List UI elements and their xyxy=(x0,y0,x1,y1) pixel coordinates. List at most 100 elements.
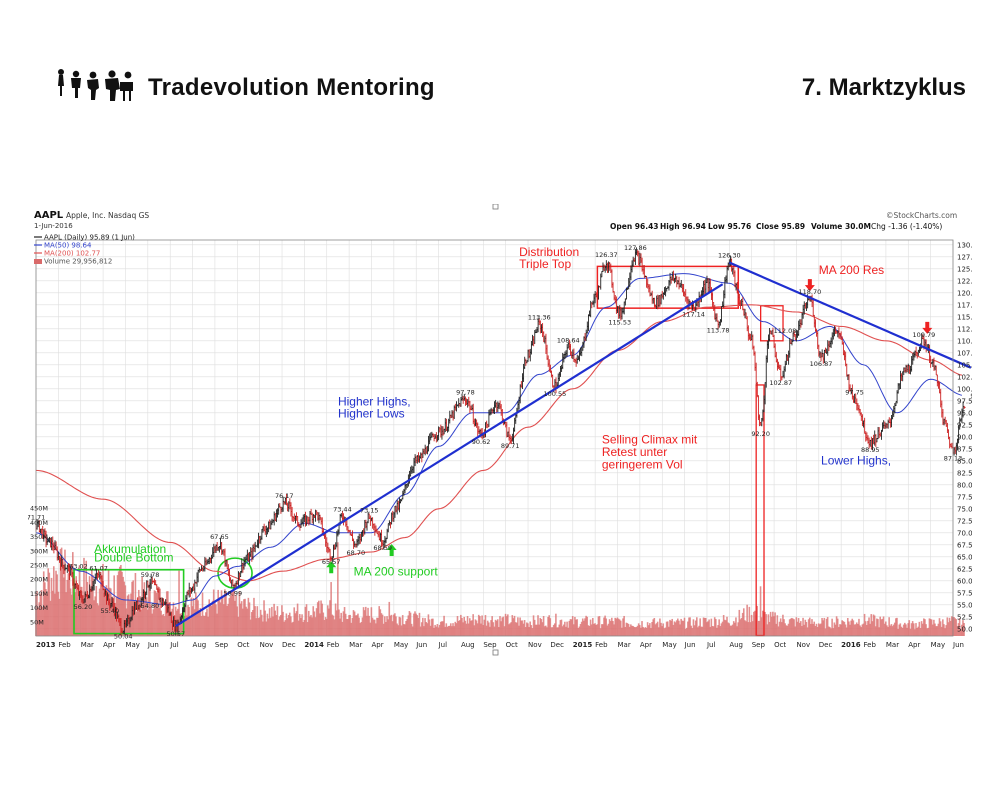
volume-bar xyxy=(426,623,429,636)
volume-bar xyxy=(577,628,580,636)
volume-bar xyxy=(882,616,885,636)
volume-bar xyxy=(484,615,487,636)
price-point-label: 87.13 xyxy=(944,455,963,463)
symbol-label: AAPL xyxy=(34,210,64,221)
volume-bar xyxy=(807,619,810,636)
volume-bar xyxy=(325,618,328,636)
legend-ma50: MA(50) 98.64 xyxy=(44,242,92,250)
volume-bar xyxy=(842,621,845,636)
volume-bar xyxy=(286,618,289,636)
volume-bar xyxy=(526,622,528,636)
volume-bar xyxy=(193,609,196,636)
volume-bar xyxy=(606,625,609,636)
y-tick-label: 62.5 xyxy=(957,565,972,573)
volume-bar xyxy=(114,602,117,636)
volume-bar xyxy=(775,623,778,636)
volume-bar xyxy=(907,623,909,636)
chart-legend: AAPL (Daily) 95.89 (1 Jun) MA(50) 98.64 … xyxy=(34,234,135,266)
volume-bar xyxy=(715,619,717,636)
volume-bar xyxy=(687,621,689,636)
volume-bar xyxy=(909,628,912,636)
price-point-label: 73.44 xyxy=(333,505,352,513)
volume-bar xyxy=(640,627,642,636)
volume-bar xyxy=(543,626,546,636)
volume-bar xyxy=(943,624,945,636)
volume-bar xyxy=(870,614,873,636)
volume-bar xyxy=(385,621,387,636)
volume-bar xyxy=(248,602,251,636)
volume-bar xyxy=(653,617,656,636)
volume-bar xyxy=(760,617,763,636)
volume-bar xyxy=(510,622,512,636)
price-point-label: 108.64 xyxy=(557,336,580,344)
volume-bar xyxy=(688,617,690,636)
volume-bar xyxy=(673,621,676,636)
volume-bar xyxy=(567,627,570,636)
volume-bar xyxy=(855,622,858,636)
volume-bar xyxy=(396,623,398,636)
volume-bar xyxy=(163,616,166,636)
volume-bar xyxy=(191,606,194,636)
volume-bar xyxy=(765,614,767,636)
volume-bar xyxy=(589,619,592,636)
volume-bar xyxy=(901,627,904,636)
volume-bar xyxy=(98,588,101,636)
price-point-label: 106.87 xyxy=(810,360,833,368)
volume-bar xyxy=(848,621,850,636)
volume-bar xyxy=(61,562,64,636)
y-tick-label: 105.0 xyxy=(957,361,972,369)
volume-bar xyxy=(441,621,443,636)
volume-bar xyxy=(797,618,800,636)
volume-bar xyxy=(831,618,833,636)
volume-bar xyxy=(872,614,875,636)
volume-bar xyxy=(118,566,121,636)
volume-bar xyxy=(945,625,947,636)
volume-bar xyxy=(305,604,308,636)
volume-bar xyxy=(654,624,657,636)
volume-bar xyxy=(660,622,662,636)
volume-bar xyxy=(272,616,274,636)
volume-bar xyxy=(364,606,367,636)
volume-bar xyxy=(52,566,55,636)
volume-bar xyxy=(37,607,39,636)
volume-bar xyxy=(64,549,66,636)
volume-bar xyxy=(268,608,271,636)
volume-bar xyxy=(83,557,85,636)
volume-bar xyxy=(827,626,830,636)
volume-bar xyxy=(690,625,693,636)
volume-bar xyxy=(578,626,581,636)
volume-bar xyxy=(413,613,415,636)
volume-bar xyxy=(626,623,629,636)
volume-bar xyxy=(352,610,355,636)
price-point-label: 68.70 xyxy=(347,549,366,557)
volume-bar xyxy=(720,623,723,636)
volume-bar xyxy=(489,626,491,636)
volume-bar xyxy=(267,618,270,636)
x-tick-label: Jun xyxy=(952,641,964,649)
volume-bar xyxy=(389,615,392,636)
volume-bar xyxy=(96,603,99,636)
volume-bar xyxy=(586,616,589,636)
price-point-label: 54.80 xyxy=(141,602,160,610)
volume-bar xyxy=(180,613,183,636)
volume-bar xyxy=(927,627,930,636)
volume-bar xyxy=(867,620,869,636)
volume-bar xyxy=(939,621,942,636)
x-tick-label: Feb xyxy=(864,641,877,649)
x-tick-label: Dec xyxy=(550,641,564,649)
volume-bar xyxy=(843,621,846,636)
volume-bar xyxy=(247,597,250,636)
volume-bar xyxy=(621,627,623,636)
volume-bar xyxy=(896,617,898,636)
volume-bar xyxy=(850,620,852,636)
volume-bar xyxy=(151,613,154,636)
volume-bar xyxy=(467,623,470,636)
volume-bar xyxy=(335,610,338,636)
volume-bar xyxy=(403,624,405,636)
volume-bar xyxy=(225,591,227,636)
volume-bar xyxy=(111,596,113,636)
x-tick-label: Jun xyxy=(684,641,696,649)
volume-bar xyxy=(407,615,410,636)
volume-bar xyxy=(824,628,827,636)
x-tick-label: Mar xyxy=(349,641,362,649)
